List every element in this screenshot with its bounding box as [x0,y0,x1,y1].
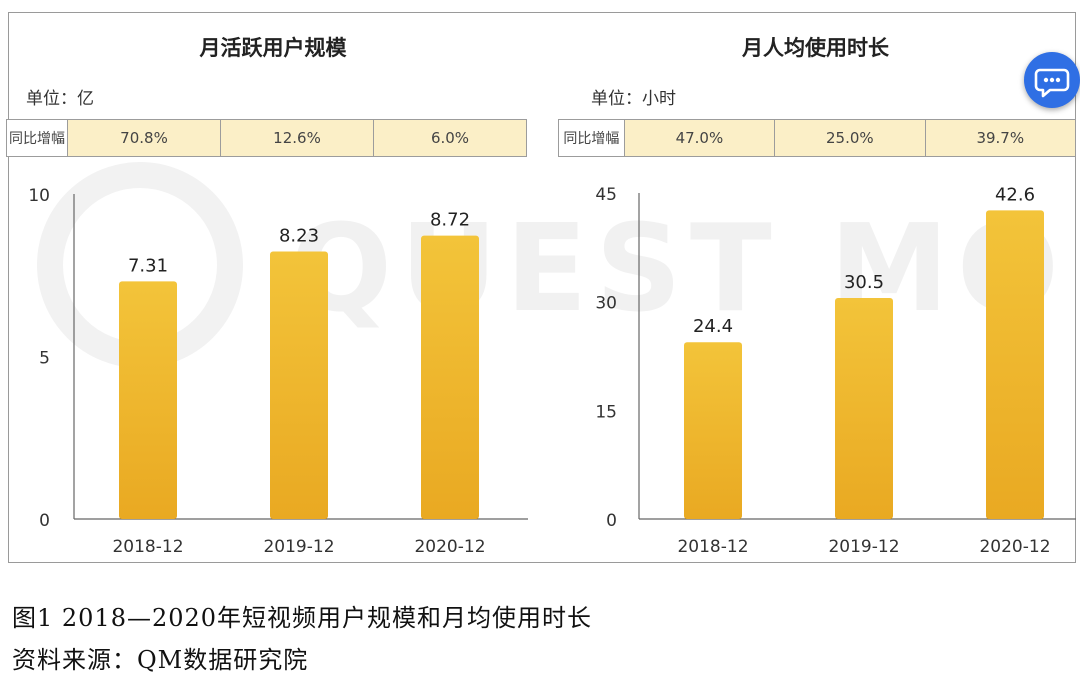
unit-label: 单位：亿 [26,89,94,109]
y-tick-label: 0 [606,511,617,531]
figure-source: 资料来源：QM数据研究院 [12,646,309,674]
yoy-cell: 47.0% [623,119,776,157]
x-tick-label: 2018-12 [112,537,183,557]
chart-usage-time: 0 15 30 45 24.4 2018-12 30.5 2019-12 42.6 2020-12 [595,184,1076,557]
x-tick-label: 2020-12 [414,537,485,557]
chart-mau: 0 5 10 7.31 2018-12 8.23 2019-12 8.72 2020-12 [28,186,528,557]
bar [119,281,177,519]
bar [270,251,328,519]
chart-title: 月人均使用时长 [742,36,889,60]
bar-value-label: 42.6 [995,184,1035,205]
bar-value-label: 30.5 [844,272,884,293]
bar-value-label: 8.23 [279,226,319,247]
y-tick-label: 15 [595,402,617,422]
yoy-cell: 39.7% [924,119,1077,157]
y-tick-label: 45 [595,185,617,205]
yoy-table: 同比增幅 47.0% 25.0% 39.7% [558,119,1077,157]
yoy-table: 同比增幅 70.8% 12.6% 6.0% [6,119,527,157]
panel-mau: 月活跃用户规模 单位：亿 同比增幅 70.8% 12.6% 6.0% 0 5 10 7… [6,12,538,563]
bar [986,210,1044,520]
bar-value-label: 8.72 [430,210,470,231]
yoy-cell: 12.6% [220,119,374,157]
bar-value-label: 24.4 [693,316,733,337]
panel-usage-time: 月人均使用时长 单位：小时 同比增幅 47.0% 25.0% 39.7% 0 15… [555,12,1077,563]
x-tick-label: 2018-12 [677,537,748,557]
unit-label: 单位：小时 [591,89,676,109]
bar-value-label: 7.31 [128,255,168,276]
y-tick-label: 10 [28,186,50,206]
chat-button[interactable] [1024,52,1080,108]
figure-caption: 图1 2018—2020年短视频用户规模和月均使用时长 [12,604,593,632]
figure-frame [8,12,1076,563]
x-tick-label: 2019-12 [263,537,334,557]
x-tick-label: 2020-12 [979,537,1050,557]
bar [835,298,893,519]
y-tick-label: 0 [39,511,50,531]
x-tick-label: 2019-12 [828,537,899,557]
yoy-cell: 6.0% [373,119,527,157]
y-tick-label: 30 [595,294,617,314]
chart-title: 月活跃用户规模 [199,36,347,60]
bar [421,235,479,519]
chat-bubble-icon [1034,68,1070,98]
bar [684,342,742,519]
y-tick-label: 5 [39,349,50,369]
yoy-header: 同比增幅 [558,119,625,157]
